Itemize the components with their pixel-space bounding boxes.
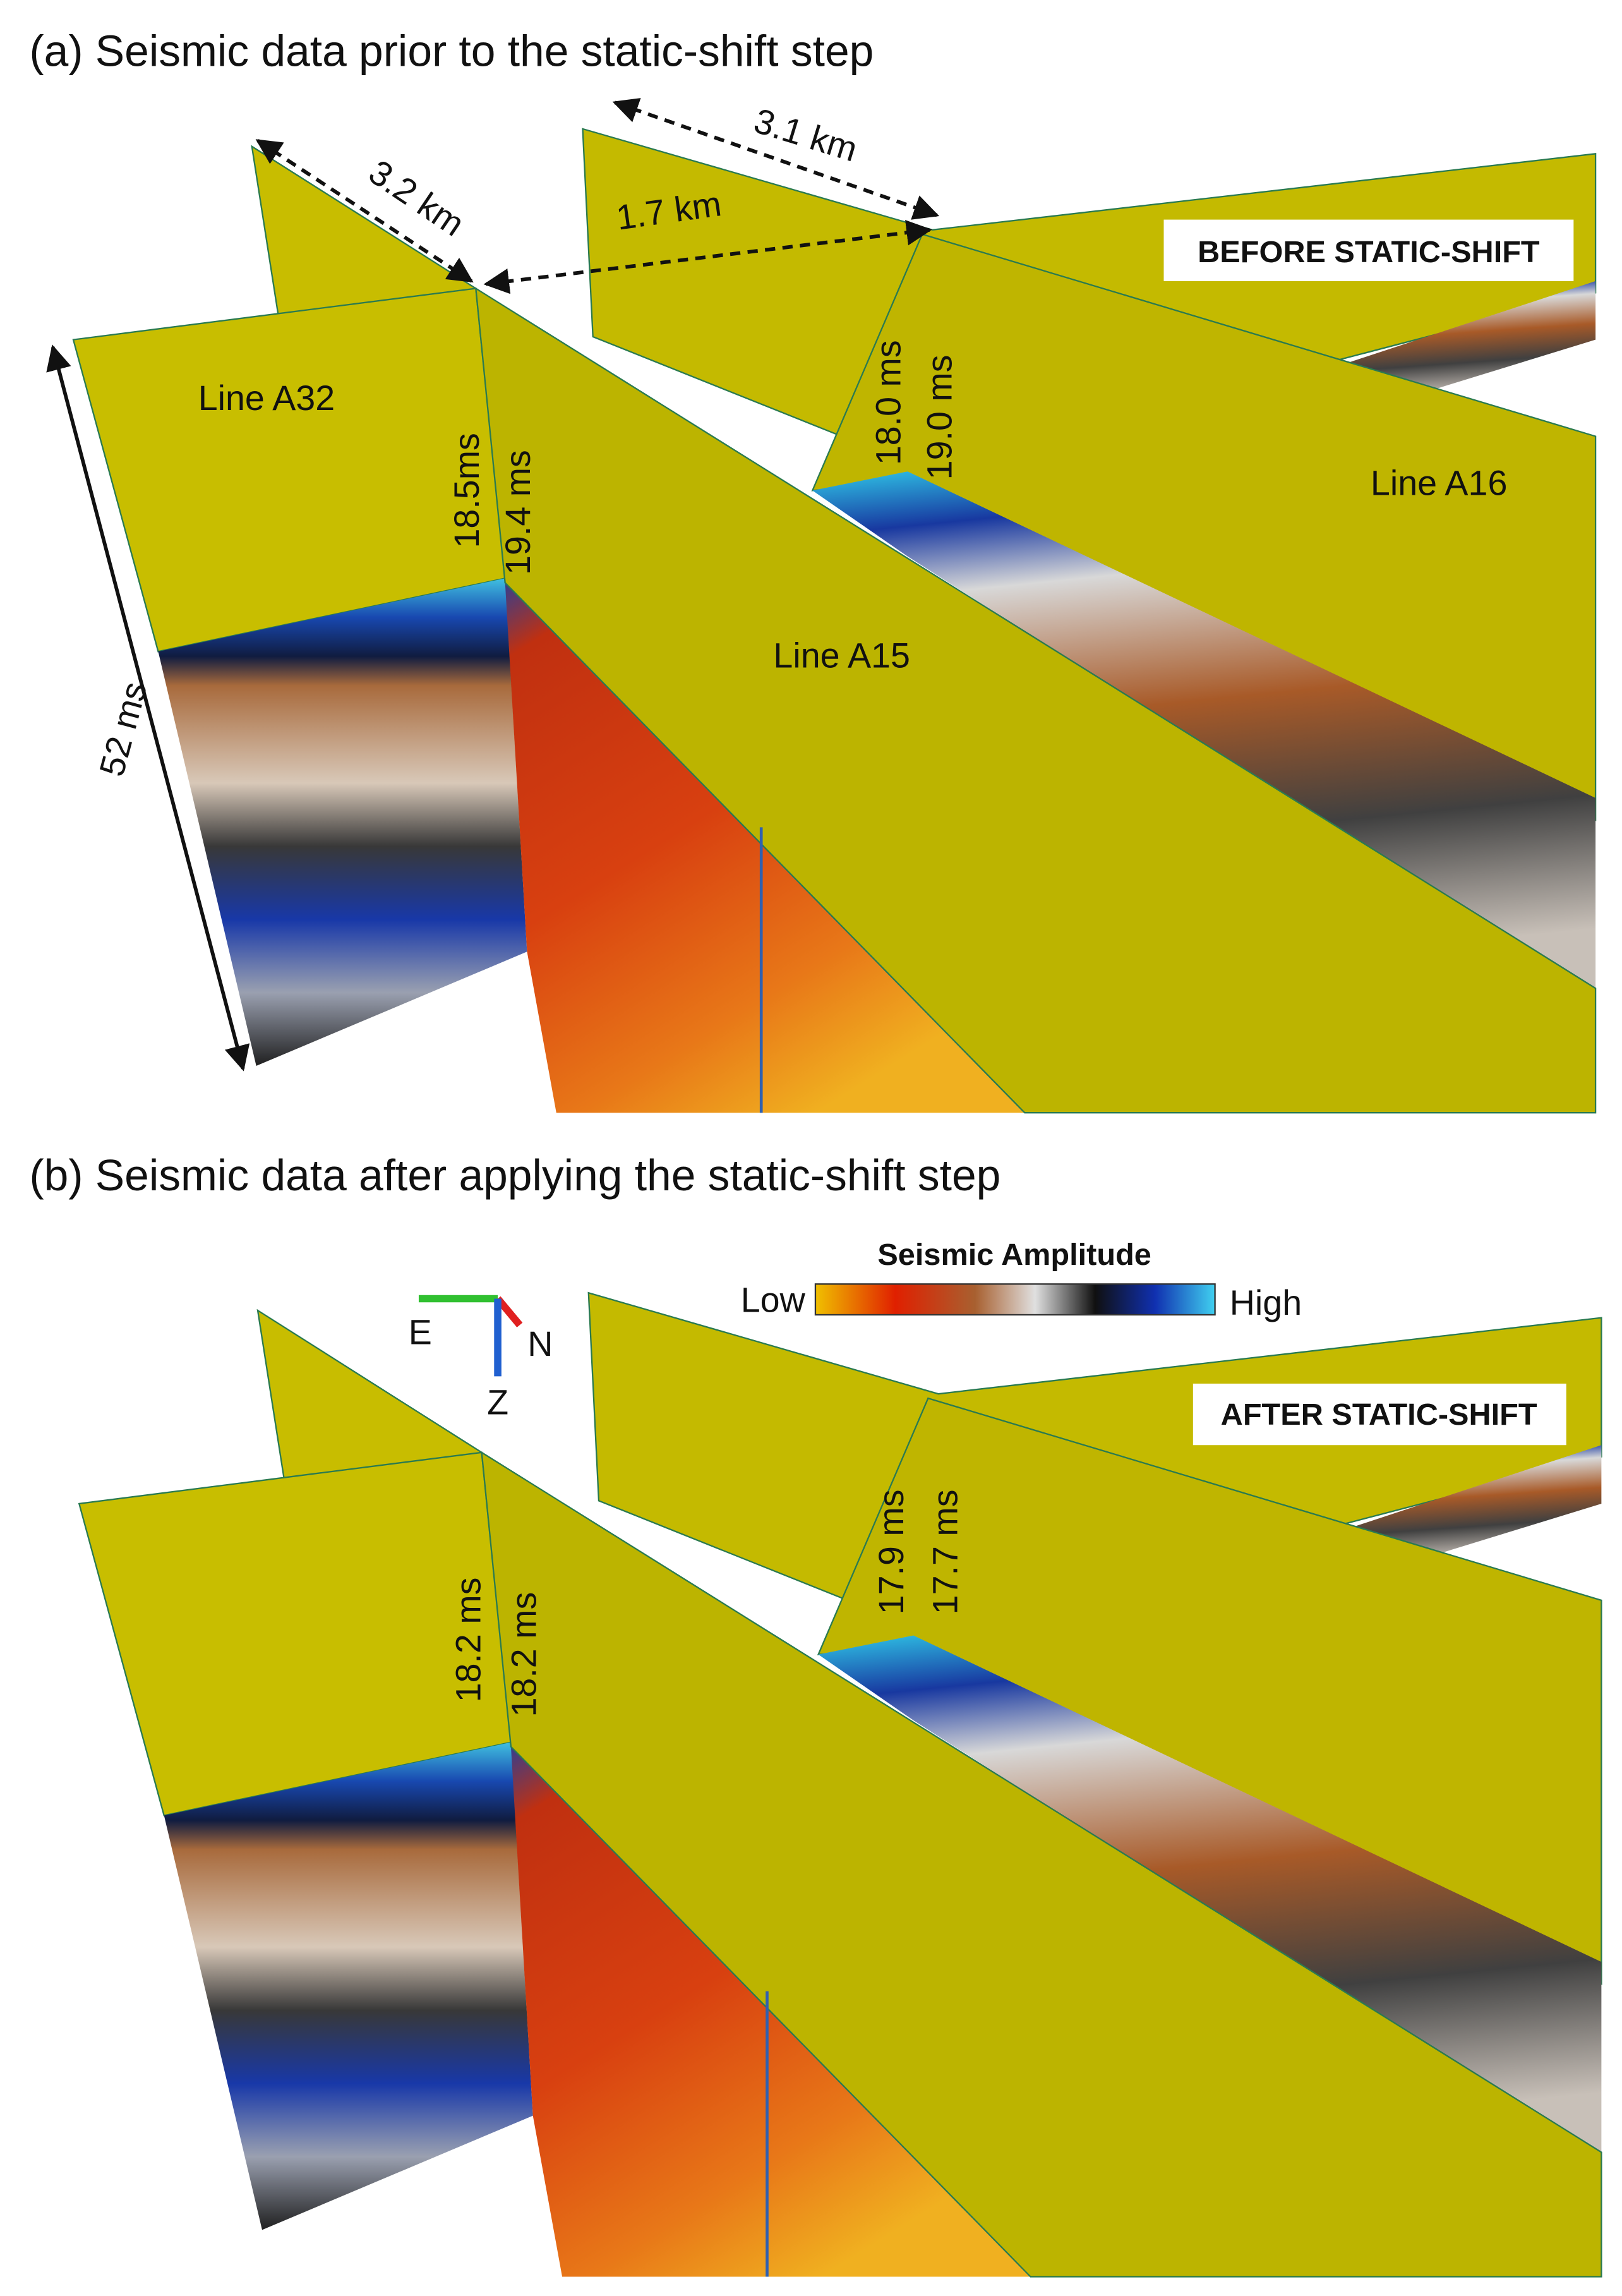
colorbar — [814, 1283, 1216, 1316]
time-label: 19.0 ms — [920, 355, 959, 480]
time-label: 18.2 ms — [448, 1578, 488, 1703]
distance-arrow — [483, 220, 932, 294]
time-label: 17.7 ms — [926, 1490, 965, 1615]
axis-label: N — [527, 1324, 553, 1363]
time-label: 19.4 ms — [498, 450, 538, 575]
axis-label: Z — [487, 1383, 508, 1422]
time-label: 18.5ms — [447, 433, 486, 548]
time-label: 18.2 ms — [504, 1592, 543, 1717]
badge-box — [1192, 1383, 1566, 1446]
time-label: 17.9 ms — [872, 1490, 911, 1615]
line-label: Line A16 — [1371, 463, 1507, 502]
line-label: Line A32 — [198, 378, 335, 418]
colorbar-low: Low — [741, 1280, 806, 1319]
distance-label: 3.1 km — [750, 101, 862, 169]
axis-label: E — [409, 1312, 432, 1351]
badge: BEFORE STATIC-SHIFT — [1198, 235, 1540, 269]
colorbar-high: High — [1230, 1283, 1302, 1322]
time-label: 18.0 ms — [868, 340, 908, 465]
depth-arrow — [46, 344, 250, 1072]
panel-b-title: (b) Seismic data after applying the stat… — [30, 1151, 1001, 1200]
depth-label: 52 ms — [92, 678, 154, 780]
badge: AFTER STATIC-SHIFT — [1221, 1398, 1537, 1432]
badge-box — [1163, 219, 1574, 281]
line-label: Line A15 — [773, 636, 910, 675]
distance-arrow — [612, 98, 940, 220]
panel-a-title: (a) Seismic data prior to the static-shi… — [30, 26, 874, 75]
distance-arrow — [255, 139, 474, 283]
colorbar-title: Seismic Amplitude — [877, 1238, 1151, 1272]
